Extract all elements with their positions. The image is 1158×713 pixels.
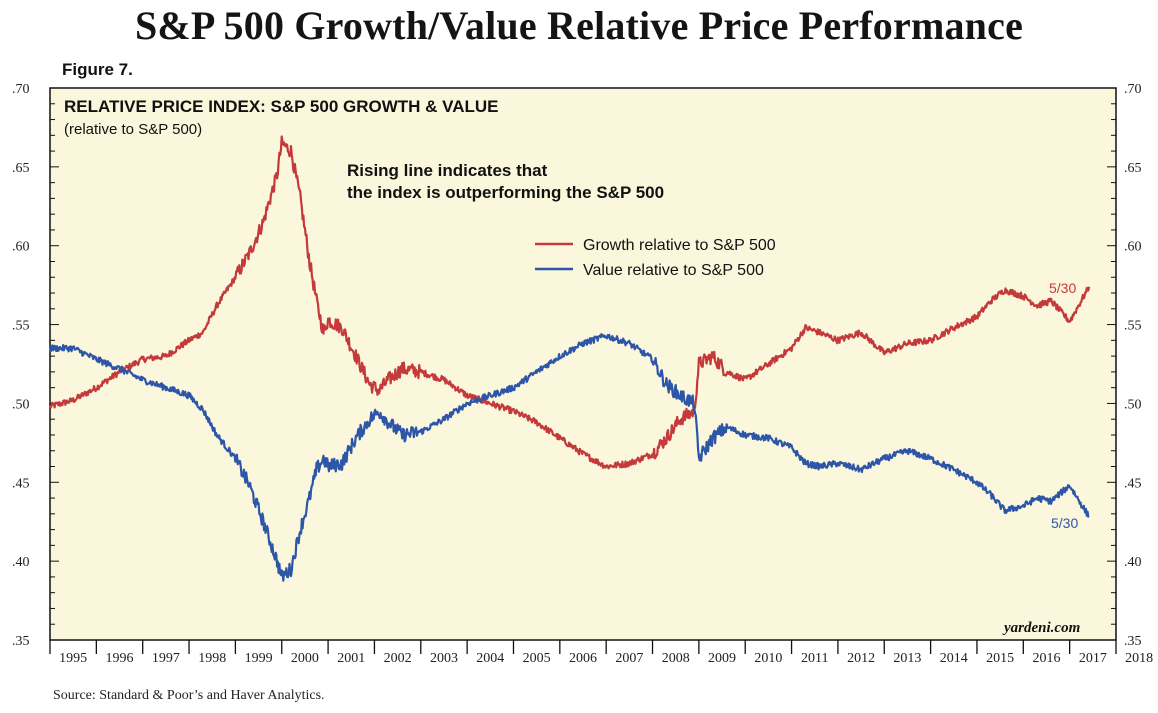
y-tick-label-right: .45	[1124, 476, 1142, 491]
y-tick-label-left: .45	[12, 476, 30, 491]
legend: Growth relative to S&P 500 Value relativ…	[535, 237, 776, 279]
y-tick-label-right: .55	[1124, 319, 1142, 334]
x-tick-label: 2018	[1125, 651, 1153, 666]
x-tick-label: 2009	[708, 651, 736, 666]
x-tick-label: 1995	[59, 651, 87, 666]
plot-background	[50, 88, 1116, 640]
annotation-line-1: Rising line indicates that	[347, 161, 548, 180]
y-tick-label-left: .65	[12, 161, 30, 176]
y-tick-label-right: .40	[1124, 555, 1142, 570]
panel-title: RELATIVE PRICE INDEX: S&P 500 GROWTH & V…	[64, 97, 499, 116]
y-tick-label-left: .35	[12, 634, 30, 649]
y-tick-label-left: .60	[12, 240, 30, 255]
watermark: yardeni.com	[1002, 620, 1080, 636]
x-tick-label: 1997	[152, 651, 180, 666]
x-tick-label: 2013	[893, 651, 921, 666]
growth-end-label: 5/30	[1049, 280, 1076, 296]
figure-label: Figure 7.	[62, 60, 133, 79]
right-axis: .70 .65 .60 .55 .50 .45 .40 .35	[1107, 82, 1142, 649]
annotation-line-2: the index is outperforming the S&P 500	[347, 183, 664, 202]
value-end-label: 5/30	[1051, 515, 1078, 531]
y-tick-label-right: .65	[1124, 161, 1142, 176]
y-tick-label-right: .70	[1124, 82, 1142, 97]
x-tick-label: 2008	[662, 651, 690, 666]
x-tick-label: 2017	[1079, 651, 1107, 666]
x-tick-label: 2001	[337, 651, 365, 666]
y-tick-label-right: .60	[1124, 240, 1142, 255]
y-tick-label-right: .50	[1124, 397, 1142, 412]
x-tick-label: 2006	[569, 651, 597, 666]
x-tick-label: 1999	[245, 651, 273, 666]
y-tick-label-left: .40	[12, 555, 30, 570]
x-tick-label: 2010	[754, 651, 782, 666]
x-axis: 1995 1996 1997 1998 1999 2000 2001 2002 2003 2004…	[49, 640, 1153, 666]
x-tick-label: 2005	[523, 651, 551, 666]
y-tick-label-left: .50	[12, 397, 30, 412]
plot-frame	[49, 87, 1117, 641]
source-note: Source: Standard & Poor’s and Haver Anal…	[53, 688, 325, 703]
x-tick-label: 2011	[801, 651, 828, 666]
growth-series-line	[48, 135, 1091, 470]
panel-subtitle: (relative to S&P 500)	[64, 121, 202, 138]
series-layer	[48, 135, 1091, 582]
x-tick-label: 2000	[291, 651, 319, 666]
chart-main-title: S&P 500 Growth/Value Relative Price Perf…	[134, 3, 1024, 48]
legend-growth-label: Growth relative to S&P 500	[583, 237, 776, 254]
x-tick-label: 2004	[476, 651, 504, 666]
y-tick-label-left: .55	[12, 319, 30, 334]
x-tick-label: 2003	[430, 651, 458, 666]
y-tick-label-right: .35	[1124, 634, 1142, 649]
x-tick-label: 2007	[615, 651, 643, 666]
x-tick-label: 2012	[847, 651, 875, 666]
x-tick-label: 2014	[940, 651, 968, 666]
x-tick-label: 1998	[198, 651, 226, 666]
left-axis: .70 .65 .60 .55 .50 .45 .40 .35	[12, 82, 59, 649]
value-series-line	[48, 333, 1090, 582]
x-tick-label: 2015	[986, 651, 1014, 666]
x-tick-label: 2002	[384, 651, 412, 666]
y-tick-label-left: .70	[12, 82, 30, 97]
legend-value-label: Value relative to S&P 500	[583, 262, 764, 279]
x-tick-label: 1996	[106, 651, 134, 666]
x-tick-label: 2016	[1032, 651, 1060, 666]
